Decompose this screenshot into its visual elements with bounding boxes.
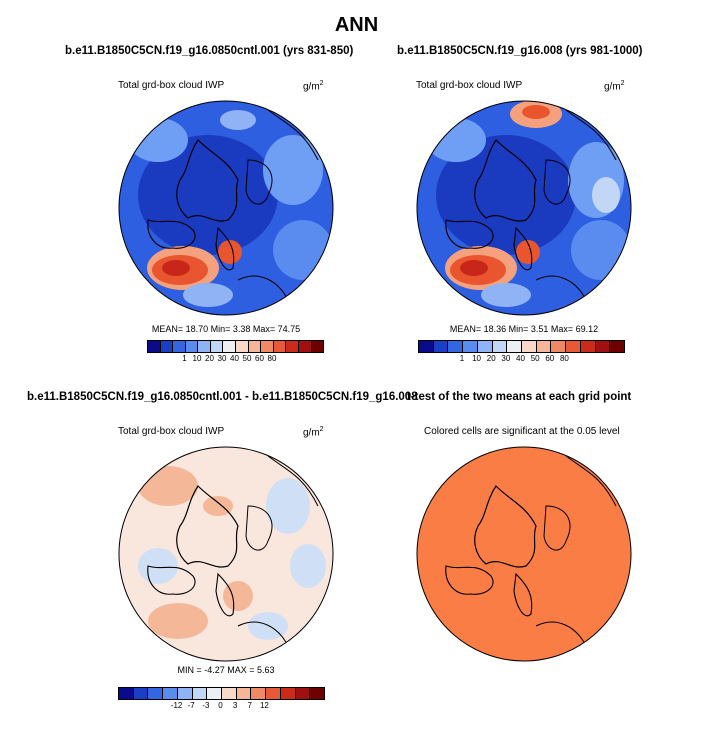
panel-2-colorbar-box <box>492 341 508 352</box>
panel-2-colorbar-box <box>566 341 581 352</box>
panel-1-colorbar-box <box>236 341 249 352</box>
panel-2-colorbar-box <box>448 341 464 352</box>
panel-3-colorbar-box <box>236 688 252 699</box>
panel-3-colorbar-box <box>192 688 208 699</box>
panel-3-colorbar-box <box>133 688 149 699</box>
panel-2-colorbar-box <box>419 341 434 352</box>
panel-3-colorbar-box <box>177 688 193 699</box>
panel-1-colorbar-tick-label: 10 <box>192 354 202 363</box>
panel-1-colorbar-box <box>148 341 161 352</box>
panel-3-colorbar-box <box>222 688 237 699</box>
panel-1-colorbar-box <box>298 341 312 352</box>
panel-2-units: g/m2 <box>604 80 625 93</box>
panel-1-colorbar-tick-label: 50 <box>242 354 252 363</box>
panel-4-polar-map <box>416 446 632 662</box>
panel-3-colorbar-tick-label: 0 <box>218 701 223 710</box>
panel-1-polar-map <box>118 100 334 316</box>
panel-2-colorbar-tick-label: 50 <box>530 354 540 363</box>
panel-3-colorbar-tick-label: 3 <box>232 701 238 710</box>
panel-3-colorbar-box <box>207 688 223 699</box>
panel-3-colorbar-tick-label: -12 <box>170 701 183 710</box>
panel-3-colorbar-box <box>148 688 164 699</box>
panel-1-title: b.e11.B1850C5CN.f19_g16.0850cntl.001 (yr… <box>65 45 354 57</box>
panel-2-polar-map <box>416 100 632 316</box>
panel-3-colorbar-box <box>251 688 267 699</box>
panel-3-polar-map <box>118 446 334 662</box>
panel-2-colorbar-box <box>551 341 567 352</box>
panel-2-colorbar-box <box>536 341 552 352</box>
panel-3-title: b.e11.B1850C5CN.f19_g16.0850cntl.001 - b… <box>27 391 418 403</box>
panel-2-colorbar-box <box>595 341 611 352</box>
panel-3-colorbar-box <box>266 688 281 699</box>
panel-1-stats: MEAN= 18.70 Min= 3.38 Max= 74.75 <box>151 324 301 334</box>
panel-3-units: g/m2 <box>303 426 324 439</box>
panel-1-colorbar-box <box>198 341 211 352</box>
panel-1-colorbar-box <box>173 341 186 352</box>
panel-3-colorbar-tick-label: 12 <box>259 701 269 710</box>
panel-2-colorbar-box <box>507 341 523 352</box>
panel-3-stats: MIN = -4.27 MAX = 5.63 <box>177 665 275 675</box>
panel-2-colorbar-tick-label: 60 <box>545 354 555 363</box>
panel-2-colorbar <box>418 340 625 353</box>
panel-3-colorbar-box <box>280 688 296 699</box>
panel-1-colorbar-box <box>273 341 287 352</box>
panel-1-subtitle: Total grd-box cloud IWP <box>118 80 225 91</box>
panel-4-subtitle: Colored cells are significant at the 0.0… <box>424 426 620 437</box>
panel-3-colorbar <box>118 687 325 700</box>
panel-1-colorbar-tick-label: 80 <box>267 354 277 363</box>
panel-1-colorbar-box <box>185 341 199 352</box>
panel-1-colorbar-box <box>210 341 224 352</box>
panel-1-colorbar-ticks: 1 10 20 30 40 50 60 80 <box>147 354 322 366</box>
panel-3-colorbar-tick-label: 7 <box>247 701 253 710</box>
panel-3-colorbar-tick-label: -3 <box>202 701 210 710</box>
panel-1-colorbar-tick-label: 40 <box>230 354 239 363</box>
panel-2-colorbar-tick-label: 1 <box>459 354 465 363</box>
panel-2-colorbar-box <box>610 341 625 352</box>
panel-2-colorbar-box <box>580 341 596 352</box>
panel-4-title: t-test of the two means at each grid poi… <box>407 391 632 403</box>
panel-2-stats: MEAN= 18.36 Min= 3.51 Max= 69.12 <box>449 324 599 334</box>
panel-1-colorbar <box>147 340 324 353</box>
panel-3-colorbar-box <box>310 688 325 699</box>
panel-1-colorbar-box <box>286 341 299 352</box>
panel-1-colorbar-box <box>261 341 274 352</box>
panel-1-colorbar-tick-label: 30 <box>217 354 227 363</box>
panel-2-colorbar-box <box>463 341 478 352</box>
panel-1-units: g/m2 <box>303 80 324 93</box>
panel-1-colorbar-tick-label: 1 <box>182 354 187 363</box>
panel-3-colorbar-ticks: -12 -7 -3 0 3 7 12 <box>118 701 323 713</box>
panel-1-colorbar-box <box>248 341 262 352</box>
panel-2-colorbar-ticks: 1 10 20 30 40 50 60 80 <box>418 354 623 366</box>
panel-2-colorbar-tick-label: 20 <box>486 354 496 363</box>
panel-2-colorbar-box <box>522 341 537 352</box>
panel-1-colorbar-tick-label: 60 <box>255 354 264 363</box>
panel-1-colorbar-box <box>160 341 174 352</box>
panel-2-colorbar-box <box>477 341 493 352</box>
panel-1-colorbar-tick-label: 20 <box>205 354 214 363</box>
panel-1-colorbar-box <box>311 341 324 352</box>
panel-2-colorbar-tick-label: 80 <box>559 354 569 363</box>
panel-3-subtitle: Total grd-box cloud IWP <box>118 426 225 437</box>
panel-2-colorbar-tick-label: 40 <box>516 354 525 363</box>
panel-2-subtitle: Total grd-box cloud IWP <box>416 80 523 91</box>
panel-2-colorbar-box <box>433 341 449 352</box>
page-title: ANN <box>334 14 379 36</box>
panel-3-colorbar-tick-label: -7 <box>187 701 195 710</box>
panel-2-colorbar-tick-label: 30 <box>501 354 511 363</box>
panel-2-title: b.e11.B1850C5CN.f19_g16.008 (yrs 981-100… <box>397 45 643 57</box>
panel-3-colorbar-box <box>295 688 311 699</box>
panel-1-colorbar-box <box>223 341 237 352</box>
panel-3-colorbar-box <box>119 688 134 699</box>
panel-2-colorbar-tick-label: 10 <box>472 354 482 363</box>
panel-3-colorbar-box <box>163 688 178 699</box>
